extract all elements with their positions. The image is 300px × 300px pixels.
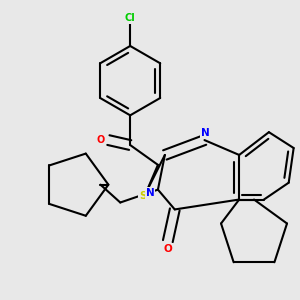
Text: N: N [146, 188, 154, 198]
Text: Cl: Cl [125, 13, 136, 23]
Text: S: S [139, 190, 147, 201]
Text: O: O [96, 135, 105, 145]
Text: O: O [164, 244, 172, 254]
Text: N: N [201, 128, 210, 138]
